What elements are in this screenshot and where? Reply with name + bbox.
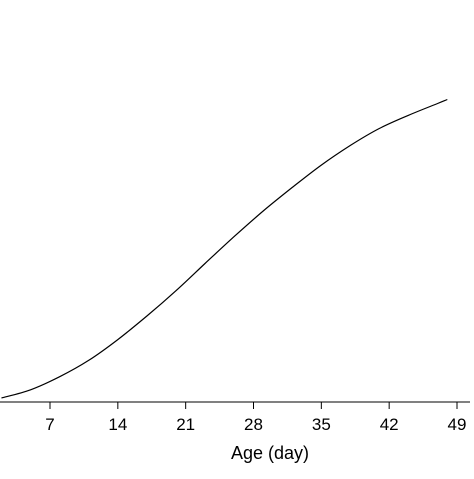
x-axis: 7 14 21 28 35 42 49 — [0, 401, 470, 434]
plot-area — [1, 98, 448, 399]
x-tick-label: 28 — [244, 415, 263, 434]
x-tick-label: 7 — [45, 415, 54, 434]
x-tick-label: 42 — [380, 415, 399, 434]
x-tick-label: 21 — [176, 415, 195, 434]
x-tick-label: 49 — [448, 415, 467, 434]
x-tick-label: 35 — [312, 415, 331, 434]
x-tick-label: 14 — [108, 415, 127, 434]
series-line — [1, 98, 448, 399]
x-axis-title: Age (day) — [231, 443, 309, 463]
